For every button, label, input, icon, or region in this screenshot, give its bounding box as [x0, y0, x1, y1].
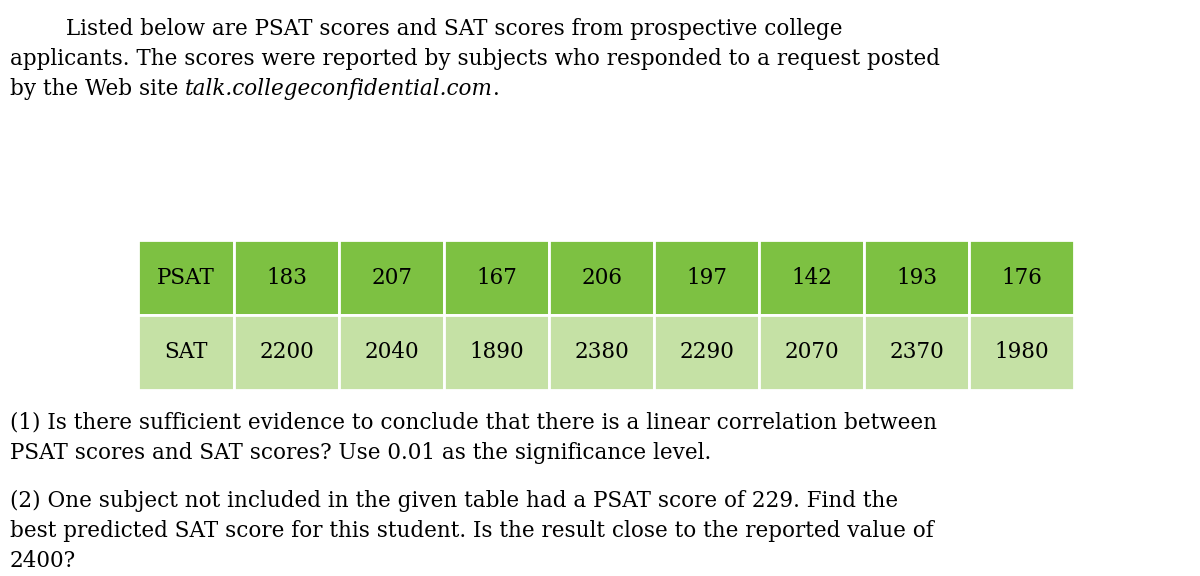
Text: 176: 176 — [1001, 267, 1042, 289]
Text: (2) One subject not included in the given table had a PSAT score of 229. Find th: (2) One subject not included in the give… — [10, 490, 898, 512]
Text: SAT: SAT — [164, 342, 208, 363]
Text: applicants. The scores were reported by subjects who responded to a request post: applicants. The scores were reported by … — [10, 48, 940, 70]
Text: best predicted SAT score for this student. Is the result close to the reported v: best predicted SAT score for this studen… — [10, 520, 934, 542]
Text: 2400?: 2400? — [10, 550, 76, 572]
Text: 2200: 2200 — [259, 342, 314, 363]
FancyBboxPatch shape — [234, 315, 340, 390]
FancyBboxPatch shape — [138, 240, 234, 315]
FancyBboxPatch shape — [444, 315, 550, 390]
Text: 2370: 2370 — [889, 342, 944, 363]
Text: Listed below are PSAT scores and SAT scores from prospective college: Listed below are PSAT scores and SAT sco… — [66, 18, 842, 40]
Text: by the Web site: by the Web site — [10, 78, 185, 100]
Text: 2070: 2070 — [785, 342, 839, 363]
Text: PSAT scores and SAT scores? Use 0.01 as the significance level.: PSAT scores and SAT scores? Use 0.01 as … — [10, 442, 710, 464]
FancyBboxPatch shape — [654, 240, 760, 315]
Text: (1) Is there sufficient evidence to conclude that there is a linear correlation : (1) Is there sufficient evidence to conc… — [10, 412, 937, 434]
Text: .: . — [493, 78, 499, 100]
FancyBboxPatch shape — [550, 315, 654, 390]
Text: 2290: 2290 — [679, 342, 734, 363]
FancyBboxPatch shape — [970, 240, 1074, 315]
Text: 2380: 2380 — [575, 342, 629, 363]
Text: 167: 167 — [476, 267, 517, 289]
FancyBboxPatch shape — [654, 315, 760, 390]
Text: 2040: 2040 — [365, 342, 419, 363]
FancyBboxPatch shape — [340, 315, 444, 390]
FancyBboxPatch shape — [444, 240, 550, 315]
Text: 1890: 1890 — [469, 342, 524, 363]
FancyBboxPatch shape — [340, 240, 444, 315]
Text: 142: 142 — [791, 267, 832, 289]
Text: 197: 197 — [686, 267, 727, 289]
Text: 206: 206 — [581, 267, 623, 289]
FancyBboxPatch shape — [760, 240, 864, 315]
Text: 1980: 1980 — [995, 342, 1049, 363]
Text: PSAT: PSAT — [157, 267, 215, 289]
FancyBboxPatch shape — [138, 315, 234, 390]
FancyBboxPatch shape — [550, 240, 654, 315]
FancyBboxPatch shape — [864, 240, 970, 315]
Text: talk.collegeconfidential.com: talk.collegeconfidential.com — [185, 78, 493, 100]
Text: 183: 183 — [266, 267, 307, 289]
FancyBboxPatch shape — [234, 240, 340, 315]
Text: 193: 193 — [896, 267, 937, 289]
FancyBboxPatch shape — [760, 315, 864, 390]
FancyBboxPatch shape — [864, 315, 970, 390]
Text: 207: 207 — [371, 267, 413, 289]
FancyBboxPatch shape — [970, 315, 1074, 390]
